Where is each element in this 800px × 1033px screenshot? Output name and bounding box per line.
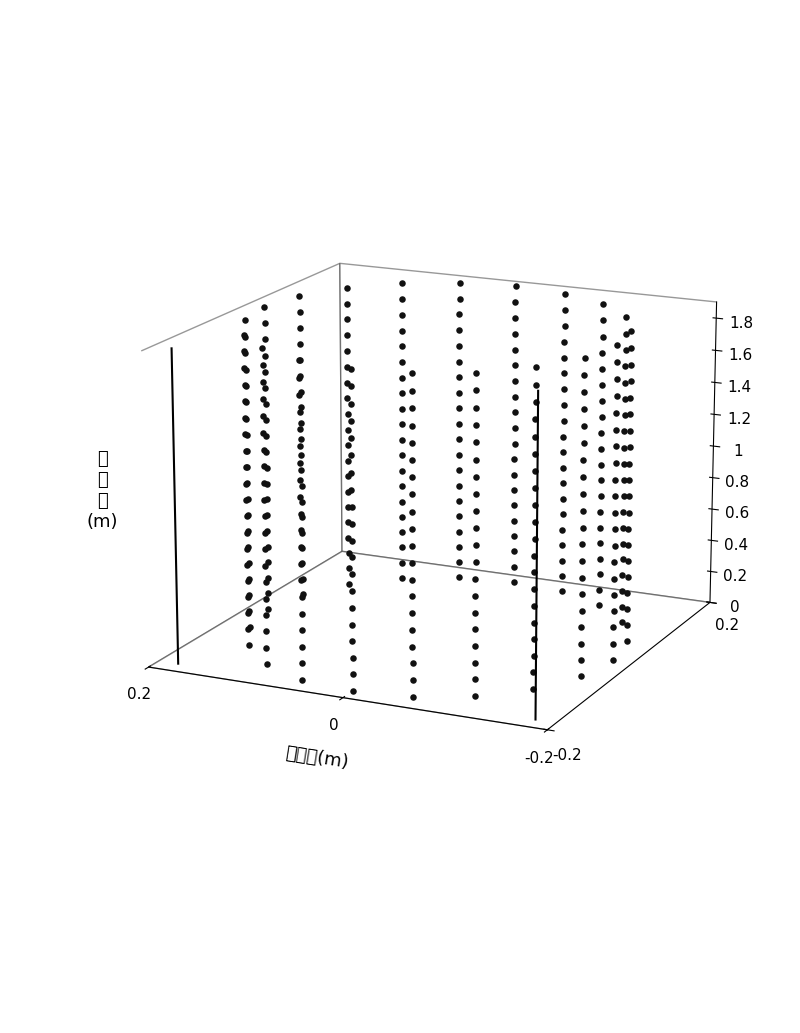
- X-axis label: 方位向(m): 方位向(m): [284, 744, 350, 772]
- Text: 高
度
向
(m): 高 度 向 (m): [87, 450, 118, 531]
